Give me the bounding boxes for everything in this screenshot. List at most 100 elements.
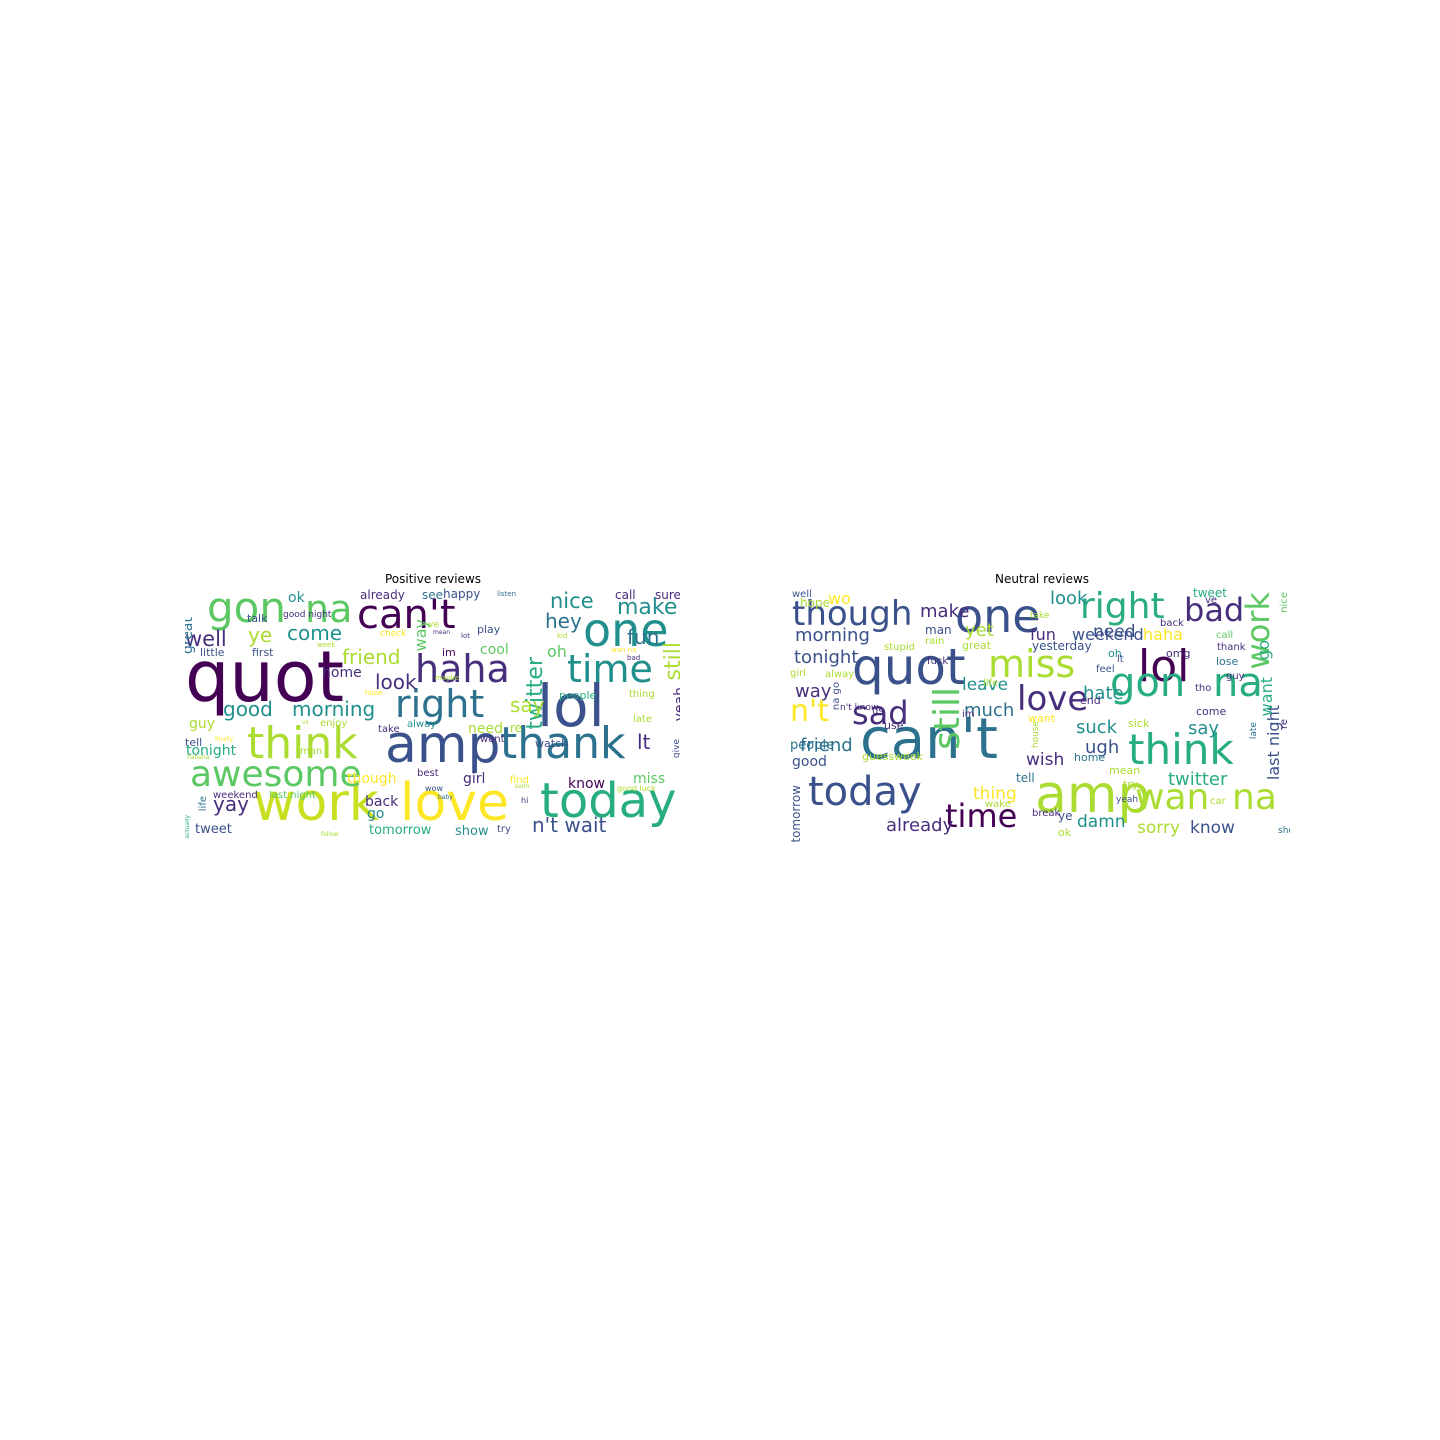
wordcloud-word: great bbox=[962, 639, 992, 652]
wordcloud-word: lt bbox=[1117, 654, 1124, 665]
wordcloud-word: guess bbox=[862, 750, 895, 763]
wordcloud-word: na bbox=[305, 587, 353, 631]
wordcloud-word: quot bbox=[852, 638, 966, 696]
wordcloud-word: lol bbox=[537, 672, 605, 740]
wordcloud-word: go bbox=[1254, 640, 1273, 660]
wordcloud-word: people bbox=[790, 738, 835, 753]
wordcloud-word: home bbox=[322, 665, 362, 681]
wordcloud-word: need bbox=[468, 721, 503, 737]
wordcloud-word: lt bbox=[637, 730, 651, 754]
wordcloud-word: weekend bbox=[213, 790, 258, 801]
wordcloud-word: good night bbox=[283, 610, 332, 620]
wordcloud-word: n't wait bbox=[532, 813, 607, 837]
wordcloud-word: make bbox=[617, 595, 678, 620]
wordcloud-word: n't bbox=[790, 694, 830, 729]
wordcloud-word: n't know bbox=[840, 703, 879, 713]
wordcloud-word: still bbox=[927, 687, 968, 750]
wordcloud-word: lol bbox=[1138, 641, 1190, 692]
wordcloud-word: sure bbox=[655, 588, 680, 602]
wordcloud-word: want bbox=[480, 734, 505, 745]
wordcloud-word: weekend bbox=[1072, 625, 1144, 644]
wordcloud-word: ve bbox=[428, 620, 439, 630]
wordcloud-word: friend bbox=[342, 645, 401, 669]
wordcloud-word: need bbox=[1093, 622, 1136, 642]
wordcloud-word: work bbox=[253, 773, 379, 833]
wordcloud-word: show bbox=[1278, 826, 1290, 836]
wordcloud-word: call bbox=[615, 588, 636, 602]
wordcloud-word: na go bbox=[831, 682, 842, 711]
wordcloud-word: follow bbox=[321, 831, 339, 838]
wordcloud-word: use bbox=[884, 719, 904, 732]
wordcloud-word: call bbox=[1216, 630, 1234, 641]
wordcloud-word: sad bbox=[852, 694, 909, 732]
wordcloud-word: friend bbox=[800, 735, 853, 756]
wordcloud-word: can't bbox=[357, 592, 456, 638]
wordcloud-word: bad bbox=[627, 654, 641, 662]
wordcloud-word: one bbox=[583, 603, 669, 657]
wordcloud-word: girl bbox=[463, 771, 486, 787]
wordcloud-word: check bbox=[380, 629, 407, 639]
wordcloud-word: tomorrow bbox=[369, 823, 432, 838]
wordcloud-word: life bbox=[198, 796, 209, 812]
wordcloud-word: tweet bbox=[1193, 587, 1227, 600]
wordcloud-word: fuck bbox=[927, 656, 949, 667]
wordcloud-word: tho bbox=[1195, 683, 1212, 694]
wordcloud-word: end bbox=[1080, 694, 1101, 707]
wordcloud-word: listen bbox=[497, 590, 517, 598]
wordcloud-word: re bbox=[510, 721, 523, 735]
wordcloud-word: yay bbox=[213, 792, 249, 816]
wordcloud-word: way bbox=[795, 681, 832, 702]
wordcloud-word: vs bbox=[302, 719, 309, 726]
wordcloud-word: soon bbox=[515, 783, 530, 790]
wordcloud-word: alway bbox=[825, 669, 855, 680]
wordcloud-word: go bbox=[367, 806, 385, 822]
wordcloud-word: nice bbox=[1279, 592, 1290, 613]
wordcloud-neutral: can't quot amp today lol one think gon na wan na th… bbox=[790, 587, 1290, 842]
wordcloud-word: ugh bbox=[1085, 737, 1120, 758]
wordcloud-word: tweet bbox=[195, 822, 232, 837]
wordcloud-word: though bbox=[347, 771, 397, 787]
wordcloud-word: nice bbox=[550, 589, 594, 613]
wordcloud-word: late bbox=[633, 714, 652, 725]
wordcloud-word: tomorrow bbox=[790, 785, 803, 842]
wordcloud-word: well bbox=[185, 627, 227, 651]
wordcloud-word: love bbox=[1017, 679, 1089, 719]
wordcloud-word: want bbox=[1257, 677, 1276, 717]
wordcloud-word: come bbox=[287, 621, 343, 645]
wordcloud-word: bad bbox=[1184, 591, 1245, 629]
wordcloud-word: hope bbox=[800, 596, 830, 610]
wordcloud-word: lot bbox=[461, 632, 470, 640]
wordcloud-word: much bbox=[964, 700, 1015, 721]
wordcloud-word: week bbox=[894, 750, 923, 763]
wordcloud-word: haha bbox=[1143, 625, 1183, 644]
wordcloud-word: amp bbox=[385, 715, 501, 775]
wordcloud-word: guy bbox=[189, 716, 216, 732]
wordcloud-word: maybe bbox=[435, 674, 460, 682]
wordcloud-word: today bbox=[540, 773, 677, 829]
wordcloud-word: tonight bbox=[794, 647, 859, 668]
wordcloud-positive: quot lol love amp can't think work today one than… bbox=[185, 587, 680, 842]
wordcloud-word: think bbox=[247, 718, 358, 769]
wordcloud-word: come bbox=[1196, 705, 1227, 718]
wordcloud-word: good bbox=[223, 697, 273, 721]
wordcloud-word: time bbox=[945, 797, 1018, 835]
wordcloud-word: hope bbox=[365, 689, 383, 697]
wordcloud-word: back bbox=[1160, 618, 1184, 629]
wordcloud-word: yet bbox=[965, 620, 994, 641]
wordcloud-word: say bbox=[1188, 718, 1220, 739]
wordcloud-word: home bbox=[1074, 751, 1106, 764]
wordcloud-word: best bbox=[417, 768, 439, 779]
wordcloud-word: way bbox=[411, 619, 430, 652]
wordcloud-word: oh bbox=[547, 642, 567, 661]
wordcloud-word: kid bbox=[557, 632, 568, 640]
wordcloud-word: hi bbox=[521, 796, 529, 805]
wordcloud-word: na bbox=[1232, 777, 1277, 818]
wordcloud-word: still bbox=[661, 642, 680, 681]
wordcloud-word: actually bbox=[185, 815, 191, 839]
wordcloud-word: already bbox=[360, 588, 405, 602]
wordcloud-word: know bbox=[1190, 818, 1235, 838]
wordcloud-word: omg bbox=[1166, 647, 1191, 660]
wordcloud-word: quot bbox=[185, 636, 345, 718]
wordcloud-word: right bbox=[1080, 587, 1165, 627]
wordcloud-word: wow bbox=[425, 784, 443, 793]
